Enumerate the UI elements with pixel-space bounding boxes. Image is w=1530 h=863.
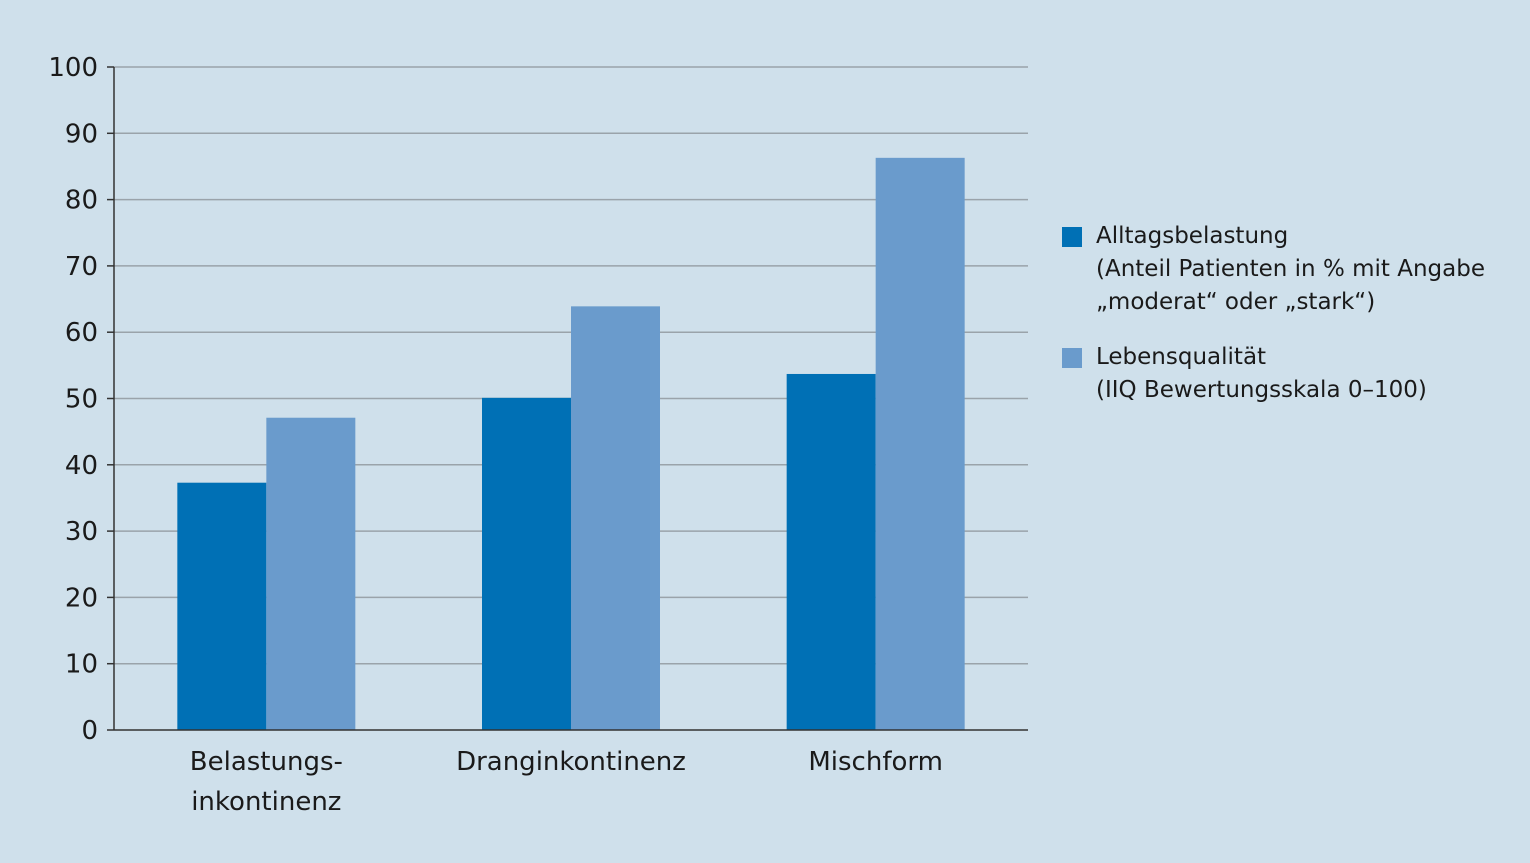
y-tick-label: 80 [65,186,98,216]
bar [875,157,965,730]
legend-item: Alltagsbelastung (Anteil Patienten in % m… [1062,220,1522,319]
x-tick-label-line: Mischform [808,747,943,777]
x-tick-label: Mischform [808,747,943,777]
y-tick-label: 100 [48,53,98,83]
legend: Alltagsbelastung (Anteil Patienten in % m… [1062,220,1522,429]
y-tick-label: 90 [65,119,98,149]
bar [266,417,356,730]
bar [571,306,660,730]
legend-series-name: Lebensqualität [1096,344,1267,370]
y-tick-label: 70 [65,252,98,282]
x-tick-label: Belastungs-inkontinenz [190,747,343,817]
y-tick-label: 50 [65,385,98,415]
legend-series-description: (Anteil Patienten in % mit Angabe [1096,256,1485,282]
legend-item: Lebensqualität (IIQ Bewertungsskala 0–100… [1062,341,1522,407]
bar [482,397,571,730]
y-tick-label: 30 [65,517,98,547]
y-axis: 0 10 20 30 40 50 60 70 80 90 100 [48,53,115,746]
legend-series-name: Alltagsbelastung [1096,223,1289,249]
y-tick-label: 0 [81,716,98,746]
x-tick-label-line: Dranginkontinenz [456,747,686,777]
bars [177,157,965,730]
y-tick-label: 60 [65,318,98,348]
bar [786,373,876,730]
legend-swatch [1062,348,1082,368]
legend-swatch [1062,227,1082,247]
x-tick-label-line: inkontinenz [191,787,341,817]
x-axis: Belastungs-inkontinenz Dranginkontinenz Mi… [114,729,1028,817]
y-tick-label: 10 [65,650,98,680]
y-tick-label: 20 [65,583,98,613]
legend-series-description: „moderat“ oder „stark“) [1096,289,1376,315]
bar [177,482,267,730]
x-tick-label-line: Belastungs- [190,747,343,777]
legend-series-description: (IIQ Bewertungsskala 0–100) [1096,377,1427,403]
x-tick-label: Dranginkontinenz [456,747,686,777]
y-tick-label: 40 [65,451,98,481]
